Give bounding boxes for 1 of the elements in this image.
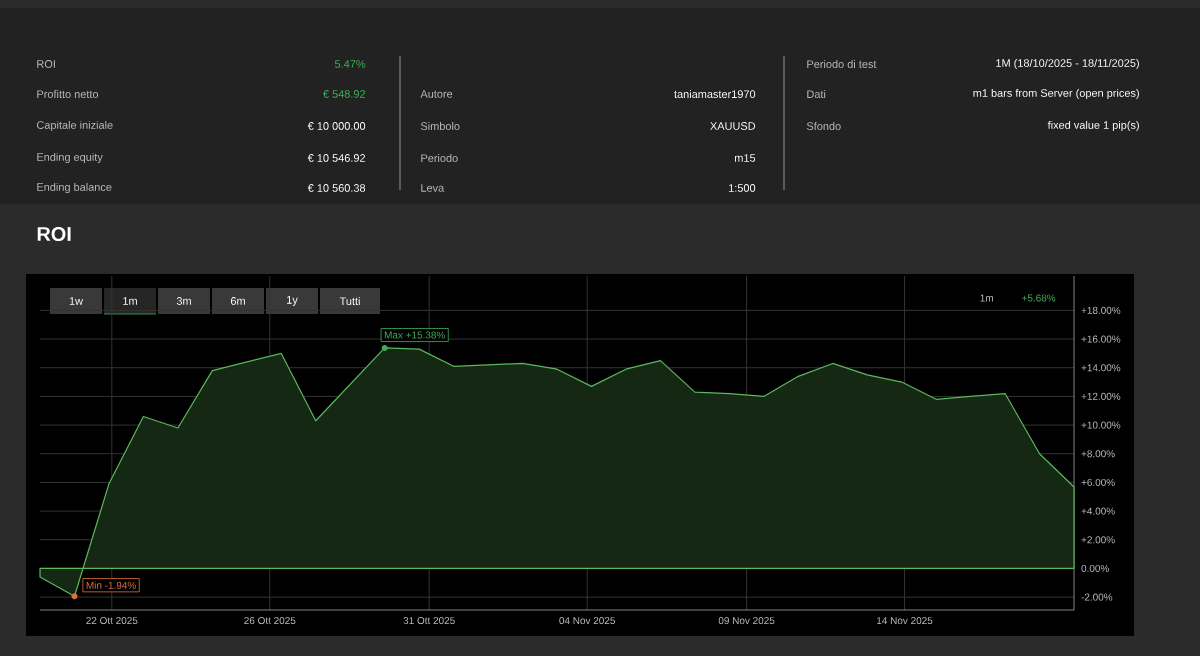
chart-title: ROI [37, 226, 71, 242]
